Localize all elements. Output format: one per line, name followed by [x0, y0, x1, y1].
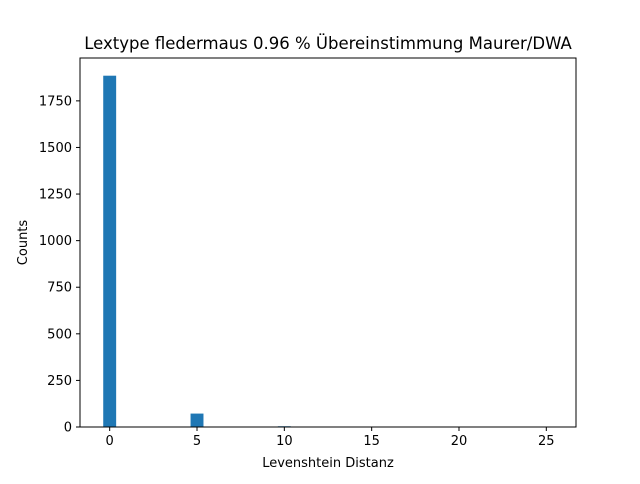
y-tick-label-500: 500 [47, 327, 72, 342]
y-axis-ticks: 0 250 500 750 1000 1250 1500 1750 [39, 94, 80, 436]
y-tick-label-1000: 1000 [39, 234, 72, 249]
x-tick-label-10: 10 [276, 434, 293, 449]
bar-5 [190, 413, 204, 427]
y-tick-label-750: 750 [47, 281, 72, 296]
y-tick-label-1250: 1250 [39, 188, 72, 203]
bars-group [103, 75, 291, 428]
x-axis-ticks: 0 5 10 15 20 25 [106, 427, 555, 449]
x-axis-label: Levenshtein Distanz [262, 456, 394, 471]
bar-0 [103, 75, 117, 427]
x-tick-label-20: 20 [451, 434, 468, 449]
x-tick-label-5: 5 [193, 434, 201, 449]
y-axis-label: Counts [16, 220, 31, 266]
y-tick-label-1500: 1500 [39, 141, 72, 156]
x-tick-label-25: 25 [538, 434, 555, 449]
y-tick-label-1750: 1750 [39, 94, 72, 109]
x-tick-label-0: 0 [106, 434, 114, 449]
y-tick-label-0: 0 [64, 421, 72, 436]
plot-frame [79, 57, 577, 428]
chart-title: Lextype fledermaus 0.96 % Übereinstimmun… [84, 34, 572, 53]
x-tick-label-15: 15 [363, 434, 380, 449]
y-tick-label-250: 250 [47, 374, 72, 389]
